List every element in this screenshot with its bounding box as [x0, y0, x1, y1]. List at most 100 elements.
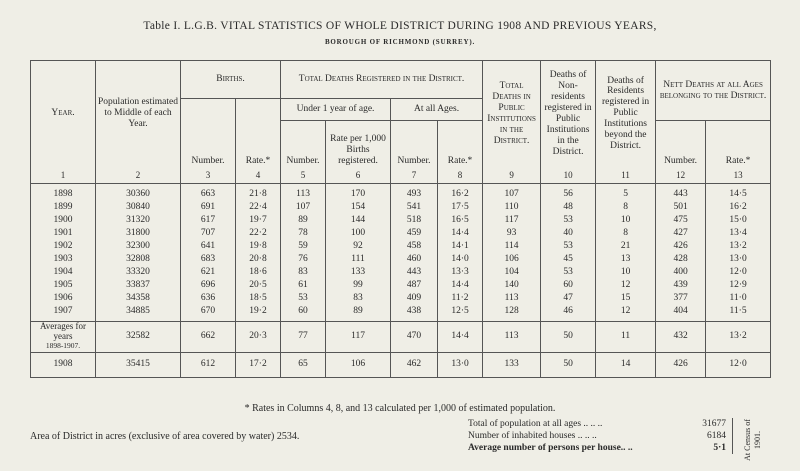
cell: 475	[655, 213, 707, 227]
header-cell: Nett Deaths at all Ages belonging to the…	[655, 60, 772, 121]
cell: 612	[180, 351, 236, 378]
cell: 113	[482, 320, 542, 353]
cell: 12·0	[705, 351, 772, 378]
cell: 427	[655, 226, 707, 240]
area-note: Area of District in acres (exclusive of …	[30, 431, 300, 442]
header-cell: Rate.*	[437, 120, 484, 169]
cell: 377	[655, 291, 707, 305]
header-cell: Number.	[655, 120, 707, 169]
cell: 47	[540, 291, 597, 305]
cell: 53	[540, 265, 597, 279]
subtitle: BOROUGH OF RICHMOND (SURREY).	[324, 38, 476, 46]
column-number: 12	[655, 168, 707, 184]
cell: 99	[325, 278, 392, 292]
cell: 617	[180, 213, 236, 227]
cell: 663	[180, 183, 236, 201]
cell: 443	[655, 183, 707, 201]
cell: 641	[180, 239, 236, 253]
column-number: 1	[30, 168, 96, 184]
cell: 13·0	[705, 252, 772, 266]
cell: 107	[482, 183, 542, 201]
cell: 426	[655, 351, 707, 378]
cell: 19·8	[234, 239, 282, 253]
cell: 470	[390, 320, 439, 353]
cell: 117	[482, 213, 542, 227]
census-row: Number of inhabited houses .. .. .. 6184	[468, 430, 726, 442]
cell: 13·4	[705, 226, 772, 240]
cell: 144	[325, 213, 392, 227]
cell: 14	[595, 351, 657, 378]
data-row: 1906 34358 636 18·5 53 83 409 11·2 113 47 15 377 11·…	[30, 291, 772, 305]
average-row: Averages for years 1898-1907. 32582 662 20·3…	[30, 320, 772, 353]
header-cell: Deaths of Residents registered in Public…	[595, 60, 657, 169]
cell: 140	[482, 278, 542, 292]
cell: 110	[482, 200, 542, 214]
cell: 106	[325, 351, 392, 378]
cell: 12·5	[437, 304, 484, 321]
cell: 518	[390, 213, 439, 227]
cell: 89	[325, 304, 392, 321]
cell: 111	[325, 252, 392, 266]
cell: 19·2	[234, 304, 282, 321]
header-cell: Number.	[390, 120, 439, 169]
header-cell: Rate.*	[705, 120, 772, 169]
cell: 113	[482, 291, 542, 305]
census-block: Total of population at all ages .. .. ..…	[468, 418, 733, 454]
cell: 34885	[95, 304, 181, 321]
cell: 13	[595, 252, 657, 266]
cell: 133	[482, 351, 542, 378]
cell: 60	[540, 278, 597, 292]
data-row: 1901 31800 707 22·2 78 100 459 14·4 93 40 8 427 13·4	[30, 226, 772, 240]
column-number: 13	[705, 168, 772, 184]
cell: 33320	[95, 265, 181, 279]
cell: 113	[280, 183, 327, 201]
cell: 78	[280, 226, 327, 240]
header-cell: At all Ages.	[390, 98, 484, 121]
census-label: Average number of persons per house.. ..	[468, 443, 633, 453]
cell: 117	[325, 320, 392, 353]
cell: 46	[540, 304, 597, 321]
cell: 33837	[95, 278, 181, 292]
column-number: 10	[540, 168, 597, 184]
census-value: 6184	[707, 431, 726, 441]
header-cell: Births.	[179, 60, 282, 99]
cell: 21·8	[234, 183, 282, 201]
cell: 1907	[30, 304, 96, 321]
cell: 501	[655, 200, 707, 214]
cell: 662	[180, 320, 236, 353]
header-cell: Deaths of Non-residents registered in Pu…	[540, 60, 597, 169]
census-row: Average number of persons per house.. ..…	[468, 442, 726, 454]
cell: 30360	[95, 183, 181, 201]
average-label: Averages for years	[39, 321, 87, 342]
cell: 12	[595, 304, 657, 321]
cell: 1901	[30, 226, 96, 240]
cell: 76	[280, 252, 327, 266]
data-row: 1905 33837 696 20·5 61 99 487 14·4 140 60 12 439 12·…	[30, 278, 772, 292]
cell: 83	[280, 265, 327, 279]
header-cell: Total Deaths in Public Institutions in t…	[482, 60, 542, 169]
cell: 1908	[30, 351, 96, 378]
cell: 15·0	[705, 213, 772, 227]
cell: 432	[655, 320, 707, 353]
census-row: Total of population at all ages .. .. ..…	[468, 418, 726, 430]
column-number: 5	[280, 168, 327, 184]
cell: 10	[595, 265, 657, 279]
column-number: 11	[595, 168, 657, 184]
cell: 462	[390, 351, 439, 378]
cell: 22·4	[234, 200, 282, 214]
cell: 14·4	[437, 226, 484, 240]
cell: 60	[280, 304, 327, 321]
cell: 93	[482, 226, 542, 240]
cell: 11·0	[705, 291, 772, 305]
column-number: 9	[482, 168, 542, 184]
header-cell: Number.	[180, 98, 236, 169]
cell: 50	[540, 320, 597, 353]
data-row: 1899 30840 691 22·4 107 154 541 17·5 110 48 8 501 16…	[30, 200, 772, 214]
cell: 59	[280, 239, 327, 253]
cell: 31320	[95, 213, 181, 227]
average-period: 1898-1907.	[45, 341, 81, 351]
cell: 53	[540, 213, 597, 227]
cell: 16·2	[705, 200, 772, 214]
header-cell: Year.	[30, 60, 96, 169]
census-value: 31677	[702, 419, 726, 429]
